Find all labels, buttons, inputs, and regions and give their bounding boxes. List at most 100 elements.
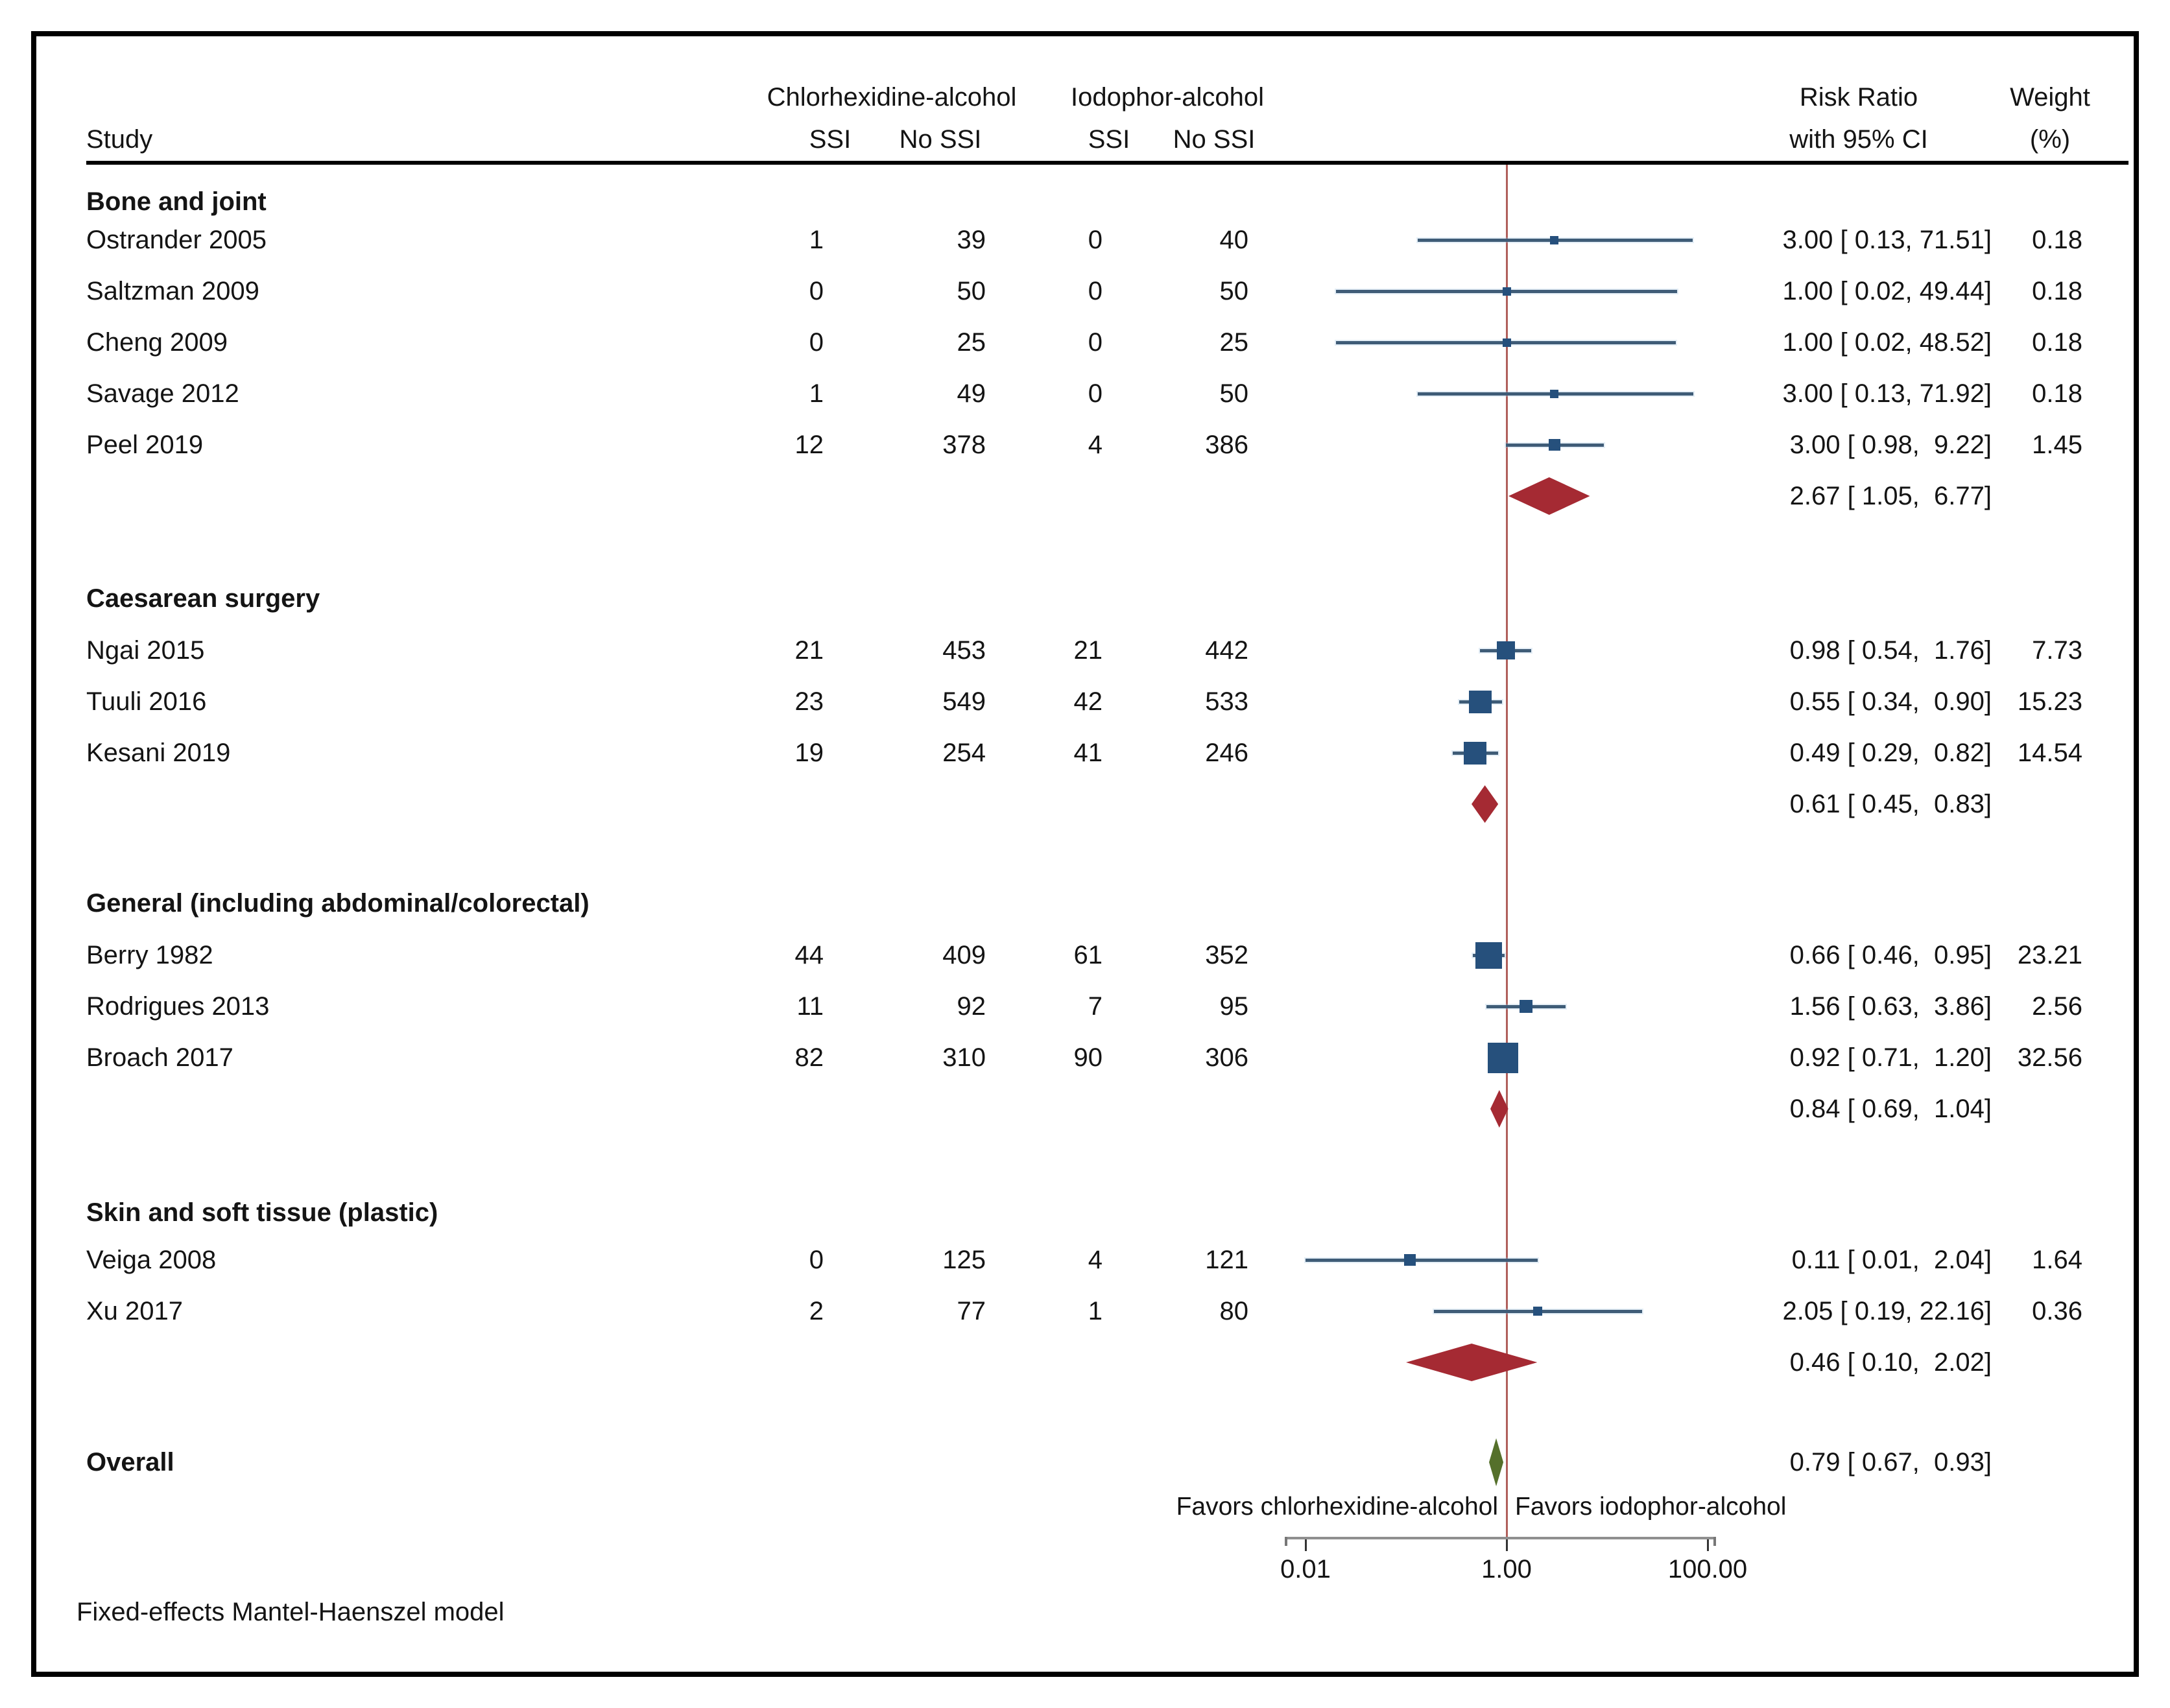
plot-cell: [1306, 316, 1708, 368]
group1-no-ssi-count: 310: [942, 1043, 986, 1072]
group2-ssi-count: 0: [1088, 379, 1103, 408]
ci-line: [1306, 1259, 1538, 1262]
study-label: Ngai 2015: [86, 636, 205, 665]
group1-ssi-count: 21: [794, 636, 824, 665]
group1-ssi-count: 2: [809, 1297, 824, 1325]
weight-value: 23.21: [2017, 941, 2082, 969]
subgroup-diamond: [1490, 1090, 1508, 1128]
plot-cell: [1306, 1336, 1708, 1388]
group1-ssi-count: 1: [809, 379, 824, 408]
group2-no-ssi-count: 95: [1219, 992, 1249, 1021]
rr-ci-text: 1.56 [ 0.63, 3.86]: [1789, 992, 1992, 1021]
study-row-berry-1982: Berry 1982 44 409 61 352 0.66 [ 0.46, 0.95] 23…: [36, 929, 2128, 981]
study-label: Savage 2012: [86, 379, 239, 408]
group1-ssi-count: 0: [809, 1246, 824, 1274]
plot-cell: [1306, 470, 1708, 522]
plot-cell: [1306, 778, 1708, 830]
group1-no-ssi-header: No SSI: [899, 125, 982, 154]
group2-ssi-count: 41: [1073, 739, 1103, 767]
group1-ssi-count: 1: [809, 226, 824, 254]
x-axis-tick: [1707, 1539, 1709, 1551]
group2-ssi-count: 1: [1088, 1297, 1103, 1325]
weight-value: 0.36: [2032, 1297, 2082, 1325]
x-axis-tick-label: 100.00: [1667, 1555, 1748, 1583]
weight-header: Weight: [2010, 83, 2090, 112]
group1-no-ssi-count: 409: [942, 941, 986, 969]
section-row-general-including-abdominal-colorectal: General (including abdominal/colorectal): [36, 877, 2128, 929]
group1-no-ssi-count: 125: [942, 1246, 986, 1274]
plot-cell: [1306, 624, 1708, 676]
reference-line: [1506, 165, 1508, 1538]
rr-ci-text: 0.66 [ 0.46, 0.95]: [1789, 941, 1992, 969]
group2-no-ssi-count: 80: [1219, 1297, 1249, 1325]
rr-ci-text: 1.00 [ 0.02, 48.52]: [1782, 328, 1992, 357]
effect-square: [1550, 235, 1559, 244]
group1-ssi-count: 0: [809, 328, 824, 357]
effect-square: [1475, 942, 1502, 969]
effect-square: [1519, 1000, 1532, 1013]
group1-ssi-count: 12: [794, 431, 824, 459]
group1-ssi-count: 44: [794, 941, 824, 969]
group1-no-ssi-count: 549: [942, 687, 986, 716]
group2-ssi-count: 4: [1088, 431, 1103, 459]
group1-no-ssi-count: 453: [942, 636, 986, 665]
study-row-veiga-2008: Veiga 2008 0 125 4 121 0.11 [ 0.01, 2.04] 1.64: [36, 1234, 2128, 1286]
weight-value: 0.18: [2032, 226, 2082, 254]
study-label: Kesani 2019: [86, 739, 231, 767]
group2-no-ssi-count: 306: [1205, 1043, 1248, 1072]
study-row-ngai-2015: Ngai 2015 21 453 21 442 0.98 [ 0.54, 1.76] 7.7…: [36, 624, 2128, 676]
section-row-caesarean-surgery: Caesarean surgery: [36, 573, 2128, 624]
section-label: General (including abdominal/colorectal): [86, 889, 590, 918]
study-label: Veiga 2008: [86, 1246, 217, 1274]
group1-ssi-count: 23: [794, 687, 824, 716]
subgroup-row-general-subtotal: 0.84 [ 0.69, 1.04]: [36, 1083, 2128, 1135]
weight-value: 0.18: [2032, 379, 2082, 408]
group2-ssi-count: 0: [1088, 277, 1103, 305]
x-axis-line: [1285, 1537, 1716, 1539]
study-column-header: Study: [86, 125, 153, 154]
group2-no-ssi-count: 50: [1219, 277, 1249, 305]
group1-no-ssi-count: 39: [957, 226, 986, 254]
ci-header: with 95% CI: [1789, 125, 1928, 154]
section-label: Bone and joint: [86, 187, 267, 216]
group1-no-ssi-count: 25: [957, 328, 986, 357]
plot-cell: [1306, 1234, 1708, 1286]
plot-cell: [1306, 980, 1708, 1032]
section-row-bone-and-joint: Bone and joint: [36, 176, 2128, 228]
effect-square: [1550, 389, 1559, 398]
rr-ci-text: 0.46 [ 0.10, 2.02]: [1789, 1348, 1992, 1377]
group2-no-ssi-count: 386: [1205, 431, 1248, 459]
study-label: Berry 1982: [86, 941, 213, 969]
study-label: Cheng 2009: [86, 328, 228, 357]
subgroup-row-bone-and-joint-subtotal: 2.67 [ 1.05, 6.77]: [36, 470, 2128, 522]
study-row-kesani-2019: Kesani 2019 19 254 41 246 0.49 [ 0.29, 0.82] 1…: [36, 727, 2128, 779]
favors-left-label: Favors chlorhexidine-alcohol: [1176, 1493, 1498, 1521]
study-row-cheng-2009: Cheng 2009 0 25 0 25 1.00 [ 0.02, 48.52] 0.18: [36, 316, 2128, 368]
forest-plot-figure: Chlorhexidine-alcohol Iodophor-alcohol R…: [31, 31, 2139, 1677]
group2-ssi-count: 7: [1088, 992, 1103, 1021]
group2-ssi-count: 42: [1073, 687, 1103, 716]
weight-value: 2.56: [2032, 992, 2082, 1021]
rr-ci-text: 3.00 [ 0.13, 71.51]: [1782, 226, 1992, 254]
study-label: Peel 2019: [86, 431, 204, 459]
group1-no-ssi-count: 50: [957, 277, 986, 305]
effect-square: [1487, 1042, 1518, 1073]
rr-ci-text: 1.00 [ 0.02, 49.44]: [1782, 277, 1992, 305]
group1-ssi-count: 11: [796, 992, 824, 1021]
group2-no-ssi-count: 50: [1219, 379, 1249, 408]
model-footnote: Fixed-effects Mantel-Haenszel model: [77, 1598, 505, 1626]
x-axis-left-cap: [1285, 1537, 1287, 1546]
group2-header: Iodophor-alcohol: [1071, 83, 1264, 112]
rr-ci-text: 0.11 [ 0.01, 2.04]: [1791, 1246, 1992, 1274]
study-row-tuuli-2016: Tuuli 2016 23 549 42 533 0.55 [ 0.34, 0.90] 15…: [36, 676, 2128, 728]
x-axis-tick-label: 0.01: [1280, 1555, 1331, 1583]
weight-value: 32.56: [2017, 1043, 2082, 1072]
section-row-skin-and-soft-tissue-plastic: Skin and soft tissue (plastic): [36, 1187, 2128, 1239]
effect-square: [1533, 1307, 1543, 1316]
overall-diamond: [1489, 1438, 1504, 1486]
plot-cell: [1306, 1032, 1708, 1084]
plot-cell: [1306, 419, 1708, 471]
rr-ci-text: 0.61 [ 0.45, 0.83]: [1789, 790, 1992, 818]
study-row-broach-2017: Broach 2017 82 310 90 306 0.92 [ 0.71, 1.20] 3…: [36, 1032, 2128, 1084]
x-axis-tick-label: 1.00: [1481, 1555, 1532, 1583]
